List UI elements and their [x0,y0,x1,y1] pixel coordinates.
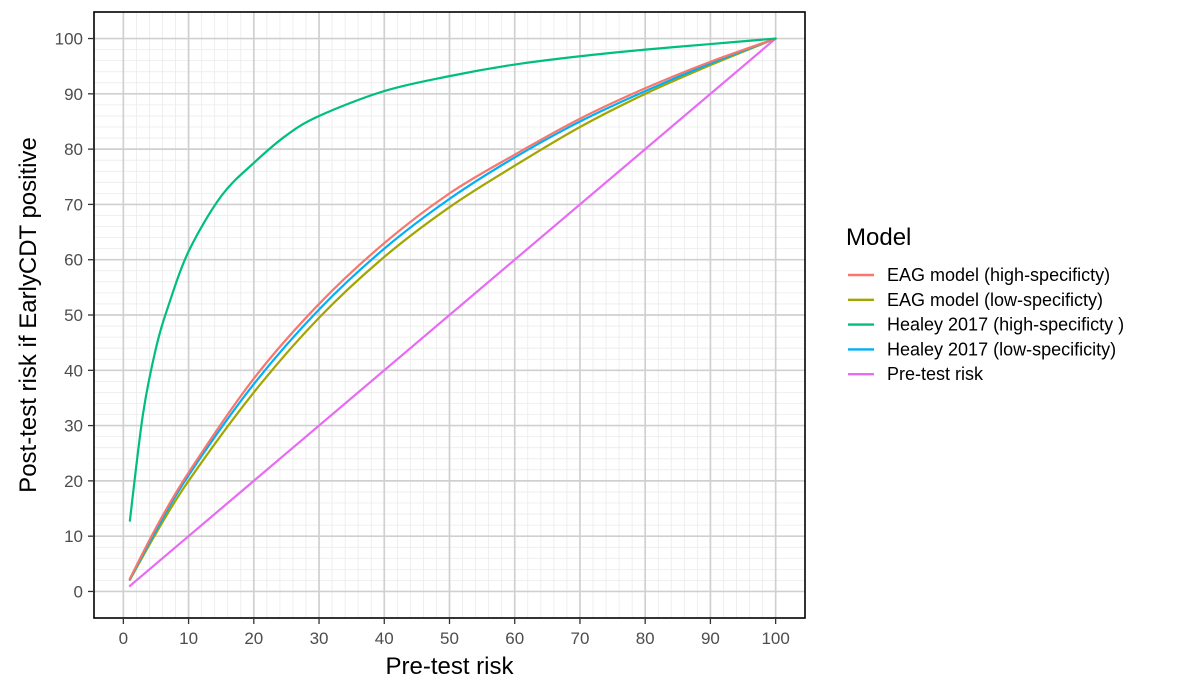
x-tick-label: 50 [440,629,459,648]
legend-label-4: Pre-test risk [887,364,984,384]
y-tick-label: 30 [64,417,83,436]
x-axis-title: Pre-test risk [385,653,514,680]
x-tick-label: 20 [244,629,263,648]
series-line-1 [128,37,777,581]
x-tick-label: 10 [179,629,198,648]
legend-title: Model [846,224,911,251]
x-tick-label: 40 [375,629,394,648]
y-tick-label: 60 [64,251,83,270]
x-tick-label: 60 [505,629,524,648]
y-tick-label: 40 [64,361,83,380]
series-lines [128,37,777,588]
y-tick-label: 90 [64,85,83,104]
x-tick-label: 0 [119,629,128,648]
major-gridlines [94,12,805,618]
legend-label-2: Healey 2017 (high-specificty ) [887,315,1124,335]
x-tick-label: 80 [636,629,655,648]
y-tick-label: 70 [64,195,83,214]
y-tick-label: 100 [55,30,83,49]
y-tick-label: 0 [74,582,83,601]
legend-items: EAG model (high-specificty) EAG model (lo… [848,265,1124,384]
legend-label-0: EAG model (high-specificty) [887,265,1110,285]
x-tick-label: 90 [701,629,720,648]
y-tick-label: 20 [64,472,83,491]
y-tick-label: 10 [64,527,83,546]
y-tick-label: 50 [64,306,83,325]
series-line-4 [128,37,777,588]
series-line-2 [128,37,777,522]
legend: Model EAG model (high-specificty)EAG mod… [846,224,1124,384]
legend-label-3: Healey 2017 (low-specificity) [887,339,1116,359]
x-tick-label: 70 [570,629,589,648]
x-tick-label: 30 [310,629,329,648]
y-axis-ticks: 0 10 20 30 40 50 60 70 80 90 100 [55,30,94,601]
x-tick-label: 100 [761,629,789,648]
x-axis-ticks: 0 10 20 30 40 50 60 70 80 90 100 [119,618,790,648]
series-line-0 [128,37,777,580]
legend-label-1: EAG model (low-specificty) [887,290,1103,310]
y-axis-title: Post-test risk if EarlyCDT positive [15,137,42,493]
series-line-3 [128,37,777,581]
y-tick-label: 80 [64,140,83,159]
